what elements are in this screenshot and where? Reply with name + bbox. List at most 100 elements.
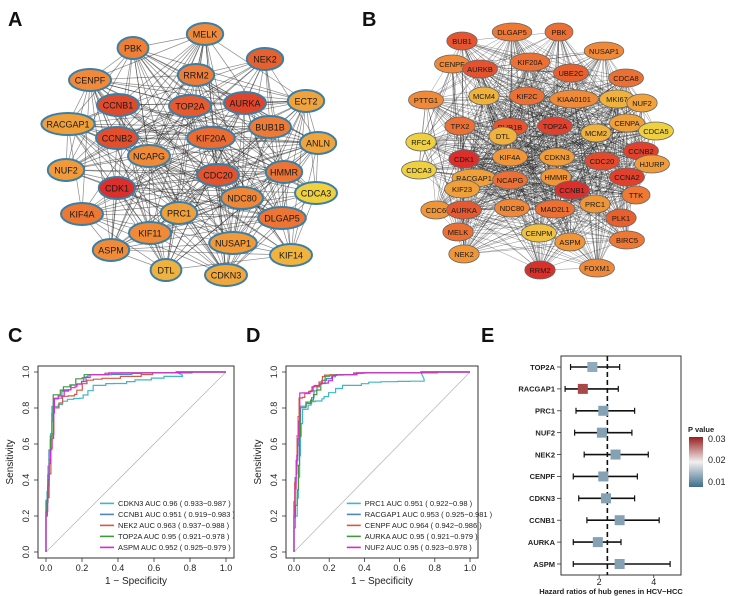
network-a-node-label: NUF2	[54, 166, 78, 176]
network-a-edge	[110, 155, 150, 251]
network-a-node-label: NUSAP1	[215, 239, 251, 249]
y-tick-label: 1.0	[269, 366, 279, 379]
x-tick-label: 0.0	[40, 563, 53, 573]
forest-gene-label: PRC1	[535, 407, 555, 416]
network-b-node-rrm2: RRM2	[524, 260, 556, 280]
y-axis-label: Sensitivity	[5, 439, 16, 484]
network-a-edge	[89, 79, 112, 251]
forest-plot-frame	[560, 355, 682, 576]
network-a-node-label: DLGAP5	[264, 214, 300, 224]
legend-entry-nuf2: NUF2 AUC 0.95 ( 0.923−0.978 )	[365, 543, 472, 552]
network-a-edge	[67, 123, 180, 214]
network-b-node-pbk: PBK	[544, 22, 574, 42]
network-b-edge	[463, 176, 557, 211]
forest-point	[614, 515, 625, 526]
network-a-node-shape	[196, 163, 240, 187]
forest-plot-e: TOP2A RACGAP1 PRC1 NUF2 NEK2 CENPF CDKN3 CCNB1 A…	[518, 355, 726, 596]
network-a-edge	[148, 155, 234, 244]
network-b-node-shape	[524, 260, 556, 280]
network-b-node-label: CDCA8	[613, 74, 638, 83]
network-b-edge	[554, 150, 642, 210]
x-tick-label: 1.0	[220, 563, 233, 573]
network-a-node-shape	[176, 63, 216, 87]
network-b-node-rfc4: RFC4	[405, 132, 437, 152]
network-b-node-nusap1: NUSAP1	[583, 41, 625, 61]
network-b-node-label: NEK2	[454, 250, 474, 259]
network-b-node-label: RACGAP1	[456, 174, 492, 183]
network-b-edge	[425, 72, 572, 101]
network-a-node-shape	[96, 93, 140, 117]
forest-point	[598, 471, 609, 482]
network-b-node-label: PLK1	[612, 214, 630, 223]
network-a-node-label: ASPM	[98, 246, 124, 256]
network-b-node-label: DTL	[496, 132, 510, 141]
network-b-node-cdc20: CDC20	[584, 151, 620, 171]
network-a-edge	[148, 155, 292, 256]
network-a-node-shape	[220, 186, 264, 210]
network-a-edge	[232, 171, 285, 244]
x-axis-label: Hazard ratios of hub genes in HCV−HCC	[539, 587, 683, 596]
network-a-edge	[149, 192, 317, 234]
network-b-node-label: TPX2	[451, 122, 470, 131]
network-b-node-shape	[444, 116, 476, 136]
network-b-node-foxm1: FOXM1	[579, 258, 615, 278]
network-a-edge	[89, 79, 150, 157]
x-tick-label: 4	[651, 577, 656, 587]
network-b-node-label: BIRC5	[616, 236, 638, 245]
network-b-node-label: CENPM	[525, 229, 552, 238]
network-a-edge	[65, 102, 246, 171]
network-b-node-prc1: PRC1	[579, 194, 611, 214]
network-a-node-shape	[68, 68, 112, 92]
network-a-node-shape	[298, 131, 338, 155]
y-tick-label: 0.8	[21, 402, 31, 415]
network-b-edge	[596, 194, 637, 269]
network-a-node-label: NCAPG	[133, 152, 165, 162]
network-b-node-ccna2: CCNA2	[609, 167, 645, 187]
network-a-node-label: RRM2	[183, 71, 209, 81]
network-b-edge	[418, 169, 541, 271]
network-b-edge	[509, 50, 605, 128]
roc-curve-nuf2	[293, 371, 470, 552]
network-b-node-label: KIF20A	[517, 58, 542, 67]
network-a-node-shape	[116, 36, 150, 60]
network-b-node-kif23: KIF23	[444, 179, 480, 199]
network-b-node-shape	[553, 63, 589, 83]
roc-diagonal-reference	[293, 371, 471, 553]
forest-row-cdkn3: CDKN3	[529, 493, 636, 504]
network-b-node-label: KIF2C	[516, 92, 538, 101]
network-b-node-shape	[609, 230, 645, 250]
network-b-edge	[461, 188, 465, 255]
network-b-node-top2a: TOP2A	[537, 116, 573, 136]
network-b-node-label: MKI67	[606, 95, 628, 104]
network-a-node-label: TOP2A	[175, 102, 204, 112]
network-b-node-shape	[444, 179, 480, 199]
network-a-edge	[67, 123, 227, 276]
network-b-edge	[539, 176, 628, 271]
network-a-node-label: KIF11	[138, 229, 161, 239]
network-b-node-label: CENPA	[614, 119, 639, 128]
network-a-node-kif20a: KIF20A	[186, 126, 236, 150]
network-b-node-shape	[509, 52, 551, 72]
y-tick-label: 0.0	[269, 546, 279, 559]
network-b-node-aspm: ASPM	[554, 232, 586, 252]
network-b-node-cdca5: CDCA5	[638, 121, 674, 141]
network-b-edge	[457, 156, 511, 233]
network-b-node-ttk: TTK	[621, 185, 651, 205]
network-b-edge	[463, 239, 628, 255]
network-b-edge	[616, 98, 628, 178]
network-a-node-shape	[223, 91, 267, 115]
network-a-edge	[116, 74, 197, 139]
network-a-node-label: CDC20	[203, 171, 233, 181]
network-a-node-dtl: DTL	[149, 258, 183, 282]
x-tick-label: 0.8	[184, 563, 197, 573]
network-a-node-shape	[149, 258, 183, 282]
network-a-node-kif4a: KIF4A	[60, 202, 104, 226]
network-a-edge	[89, 79, 246, 104]
network-b-node-cdk1: CDK1	[448, 149, 480, 169]
network-b-node-nek2: NEK2	[448, 244, 480, 264]
network-b-node-label: NUF2	[632, 99, 652, 108]
network-b-edge	[558, 31, 618, 100]
network-a-node-ccnb1: CCNB1	[96, 93, 140, 117]
network-a-edge	[210, 137, 283, 219]
